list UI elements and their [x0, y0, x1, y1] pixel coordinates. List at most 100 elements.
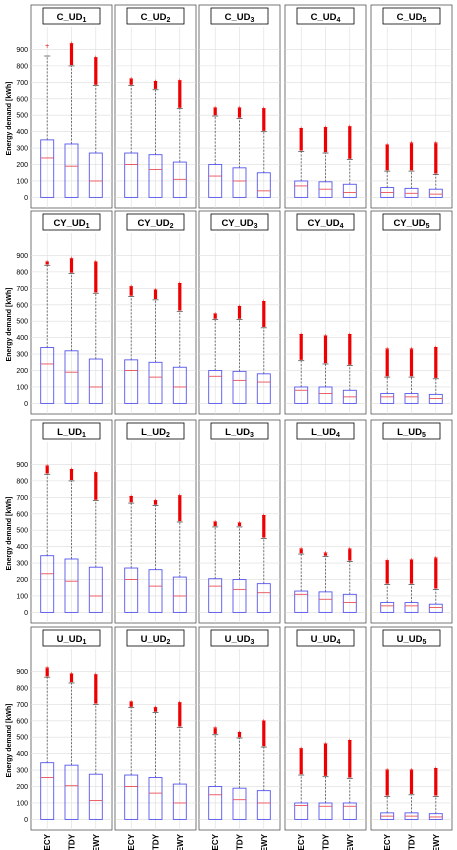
panel-title: L_UD3: [225, 427, 254, 439]
panel-u-ud4: U_UD4 + + +: [284, 626, 367, 831]
outlier-band: [129, 79, 133, 85]
panel-title: CY_UD2: [137, 218, 173, 230]
outlier-marker: +: [177, 78, 182, 85]
outlier-band: [69, 43, 74, 66]
box-ecy: +: [124, 494, 139, 613]
panel-title: U_UD5: [397, 634, 427, 646]
outlier-marker: +: [261, 106, 266, 113]
box-iqr: [208, 578, 223, 613]
outlier-band: [94, 674, 98, 704]
x-category-label: TDY: [322, 833, 331, 850]
outlier-band: [409, 770, 414, 794]
outlier-marker: +: [93, 470, 98, 477]
panel-title-box: [42, 213, 101, 231]
box-tdy: +: [232, 729, 247, 820]
box-iqr: [294, 386, 309, 404]
box-ecy: +: [380, 767, 395, 820]
box-ecy: +: [40, 463, 55, 613]
box-ewy: +: [172, 280, 187, 404]
panel-title: CY_UD1: [53, 218, 89, 230]
box-iqr: [318, 591, 333, 613]
outlier-marker: +: [177, 700, 182, 707]
panel-cy-ud2: CY_UD2 + + +: [114, 210, 197, 415]
outlier-marker: +: [69, 466, 74, 473]
panel-cy-ud3: CY_UD3 + + +: [198, 210, 281, 415]
panel-title: U_UD2: [141, 634, 171, 646]
outlier-marker: +: [347, 124, 352, 131]
box-ewy: +: [428, 345, 443, 404]
outlier-marker: +: [153, 79, 158, 86]
box-ewy: +: [342, 124, 357, 198]
y-tick-label: 900: [16, 669, 28, 676]
panel-title-box: [126, 629, 185, 647]
outlier-marker: +: [323, 125, 328, 132]
box-ecy: +: [380, 558, 395, 613]
box-iqr: [64, 764, 79, 820]
outlier-marker: +: [213, 519, 218, 526]
box-iqr: [294, 802, 309, 820]
y-axis-label: Energy demand [kWh]: [6, 704, 13, 778]
outlier-marker: +: [385, 142, 390, 149]
outlier-band: [213, 728, 217, 734]
box-iqr: [232, 787, 247, 820]
box-ewy: +: [172, 78, 187, 198]
box-iqr: [208, 164, 223, 198]
panel-title: C_UD5: [397, 12, 427, 24]
outlier-marker: +: [213, 725, 218, 732]
outlier-band: [323, 127, 328, 153]
panel-title: C_UD3: [225, 12, 255, 24]
box-ewy: +: [428, 555, 443, 613]
box-tdy: +: [232, 105, 247, 198]
panel-title-box: [210, 213, 269, 231]
outlier-marker: +: [213, 105, 218, 112]
box-iqr: [40, 139, 55, 198]
y-tick-label: 0: [24, 817, 28, 824]
box-iqr: [148, 154, 163, 198]
outlier-marker: +: [237, 520, 242, 527]
outlier-marker: +: [93, 672, 98, 679]
y-tick-label: 100: [16, 384, 28, 391]
box-iqr: [124, 774, 139, 820]
outlier-marker: +: [323, 741, 328, 748]
y-tick-label: 600: [16, 96, 28, 103]
box-iqr: [318, 802, 333, 820]
box-ecy: +: [294, 746, 309, 820]
box-iqr: [64, 350, 79, 404]
box-iqr: [88, 358, 103, 404]
outlier-band: [213, 521, 217, 527]
panel-u-ud3: U_UD3 + + +: [198, 626, 281, 831]
box-iqr: [256, 172, 271, 198]
box-iqr: [404, 602, 419, 613]
outlier-band: [94, 262, 98, 293]
box-iqr: [40, 347, 55, 404]
outlier-marker: +: [69, 671, 74, 678]
outlier-band: [299, 748, 303, 775]
outlier-band: [178, 495, 182, 522]
y-tick-label: 100: [16, 178, 28, 185]
panel-l-ud5: L_UD5 + + +: [370, 419, 453, 624]
y-tick-label: 200: [16, 784, 28, 791]
outlier-band: [409, 349, 414, 377]
box-ecy: +: [208, 105, 223, 198]
x-category-label: ECY: [211, 833, 220, 850]
panel-u-ud5: U_UD5 + + +: [370, 626, 453, 831]
panel-title-box: [382, 629, 441, 647]
outlier-band: [323, 336, 328, 364]
outlier-marker: +: [299, 746, 304, 753]
x-category-label: TDY: [236, 833, 245, 850]
box-iqr: [64, 558, 79, 613]
outlier-band: [45, 668, 49, 677]
box-iqr: [148, 777, 163, 820]
box-tdy: +: [318, 741, 333, 820]
panel-title: U_UD3: [225, 634, 255, 646]
box-tdy: +: [318, 550, 333, 613]
box-iqr: [88, 152, 103, 198]
outlier-band: [299, 549, 303, 554]
outlier-band: [237, 107, 242, 118]
outlier-marker: +: [433, 345, 438, 352]
outlier-marker: +: [433, 555, 438, 562]
box-iqr: [172, 366, 187, 404]
outlier-band: [178, 283, 182, 311]
panel-title-box: [42, 629, 101, 647]
